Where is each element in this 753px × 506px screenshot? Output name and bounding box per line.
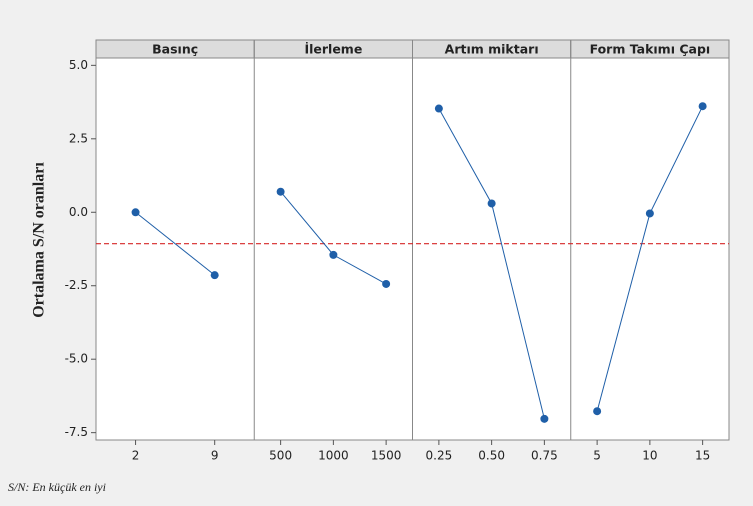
panel-title: Form Takımı Çapı	[590, 42, 711, 57]
x-tick-label: 0.75	[531, 449, 558, 463]
x-tick-label: 500	[269, 449, 292, 463]
x-tick-label: 5	[593, 449, 601, 463]
point	[645, 209, 654, 218]
x-tick-label: 0.25	[426, 449, 453, 463]
point	[487, 199, 496, 208]
footnote: S/N: En küçük en iyi	[8, 480, 106, 494]
y-tick-label: -2.5	[65, 278, 88, 292]
y-tick-label: -7.5	[65, 425, 88, 439]
point	[329, 250, 338, 259]
panel-title: Basınç	[152, 42, 198, 57]
point	[382, 279, 391, 288]
point	[210, 271, 219, 280]
y-tick-label: 5.0	[69, 58, 88, 72]
x-tick-label: 1500	[371, 449, 402, 463]
point	[593, 407, 602, 416]
panel-title: İlerleme	[304, 42, 362, 57]
point	[131, 208, 140, 217]
point	[698, 102, 707, 111]
x-tick-label: 9	[211, 449, 219, 463]
x-tick-label: 15	[695, 449, 710, 463]
line	[135, 211, 215, 276]
point	[540, 414, 549, 423]
point	[434, 104, 443, 113]
x-tick-label: 1000	[318, 449, 349, 463]
y-axis-label: Ortalama S/N oranları	[31, 162, 48, 318]
y-tick-label: -5.0	[65, 352, 88, 366]
x-tick-label: 0.50	[478, 449, 505, 463]
x-tick-label: 10	[642, 449, 657, 463]
point	[276, 187, 285, 196]
x-tick-label: 2	[132, 449, 140, 463]
y-tick-label: 2.5	[69, 131, 88, 145]
y-tick-label: 0.0	[69, 205, 88, 219]
panel-title: Artım miktarı	[445, 42, 539, 57]
